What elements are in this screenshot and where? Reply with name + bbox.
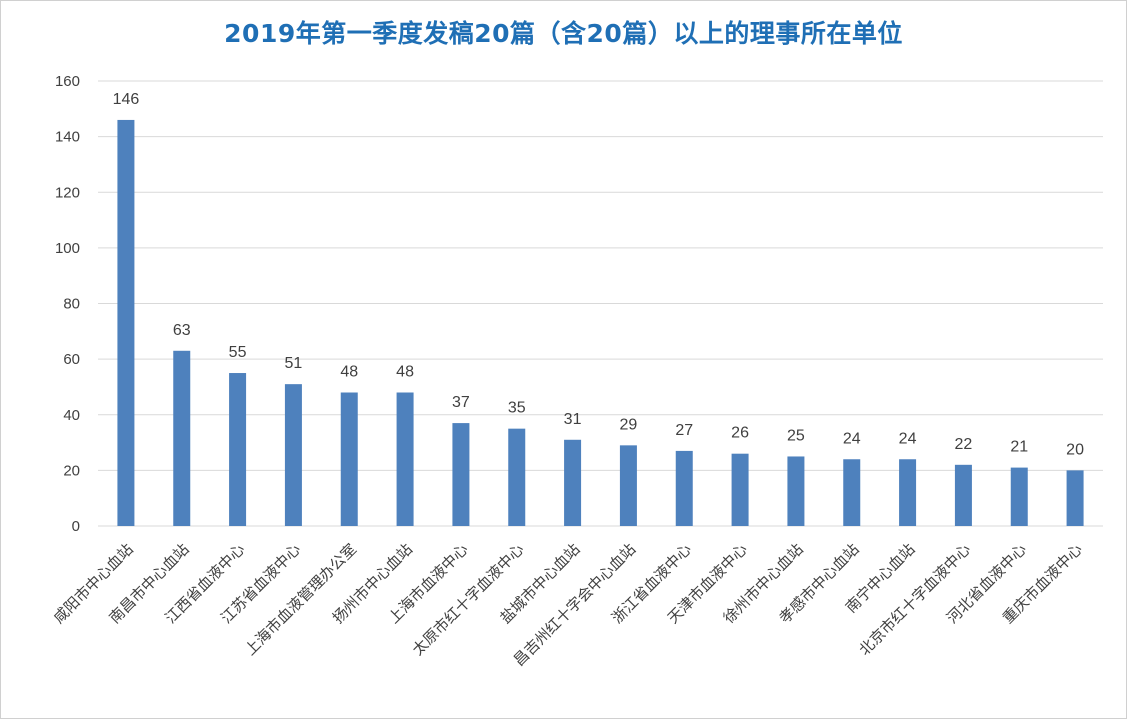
bar xyxy=(787,456,805,526)
x-tick-label: 上海市血液管理办公室 xyxy=(241,540,360,659)
bar xyxy=(117,119,135,526)
y-tick-label: 40 xyxy=(63,407,80,424)
x-tick-label: 太原市红十字血液中心 xyxy=(409,540,528,659)
data-label: 22 xyxy=(955,436,973,453)
bar xyxy=(564,439,582,526)
bar xyxy=(452,423,470,526)
data-label: 35 xyxy=(508,400,526,417)
data-label: 55 xyxy=(229,344,247,361)
bar xyxy=(899,459,917,526)
y-tick-label: 100 xyxy=(55,240,80,257)
bar xyxy=(619,445,637,526)
bar xyxy=(1010,467,1028,526)
x-tick-label: 北京市红十字血液中心 xyxy=(855,540,974,659)
data-label: 48 xyxy=(340,364,358,381)
bar xyxy=(954,464,972,526)
data-label: 37 xyxy=(452,394,470,411)
y-tick-label: 0 xyxy=(72,518,80,535)
bar xyxy=(675,450,693,526)
bar xyxy=(173,350,191,526)
data-label: 31 xyxy=(564,411,582,428)
data-label: 21 xyxy=(1010,439,1028,456)
bar xyxy=(731,453,749,526)
data-label: 20 xyxy=(1066,441,1084,458)
y-tick-label: 120 xyxy=(55,184,80,201)
data-label: 146 xyxy=(113,91,140,108)
bar xyxy=(843,459,861,526)
data-label: 26 xyxy=(731,425,749,442)
chart-title: 2019年第一季度发稿20篇（含20篇）以上的理事所在单位 xyxy=(224,19,903,48)
bar xyxy=(284,384,302,526)
data-label: 27 xyxy=(675,422,693,439)
data-label: 25 xyxy=(787,427,805,444)
y-tick-label: 80 xyxy=(63,296,80,313)
data-label: 24 xyxy=(899,430,917,447)
y-tick-label: 20 xyxy=(63,462,80,479)
data-label: 63 xyxy=(173,322,191,339)
bar xyxy=(229,373,247,526)
bar xyxy=(1066,470,1084,526)
y-tick-label: 160 xyxy=(55,73,80,90)
y-tick-label: 60 xyxy=(63,351,80,368)
bar xyxy=(340,392,358,526)
data-label: 29 xyxy=(620,416,638,433)
bar xyxy=(508,428,526,526)
bar xyxy=(396,392,414,526)
data-label: 51 xyxy=(285,355,303,372)
y-tick-label: 140 xyxy=(55,129,80,146)
data-label: 48 xyxy=(396,364,414,381)
data-label: 24 xyxy=(843,430,861,447)
